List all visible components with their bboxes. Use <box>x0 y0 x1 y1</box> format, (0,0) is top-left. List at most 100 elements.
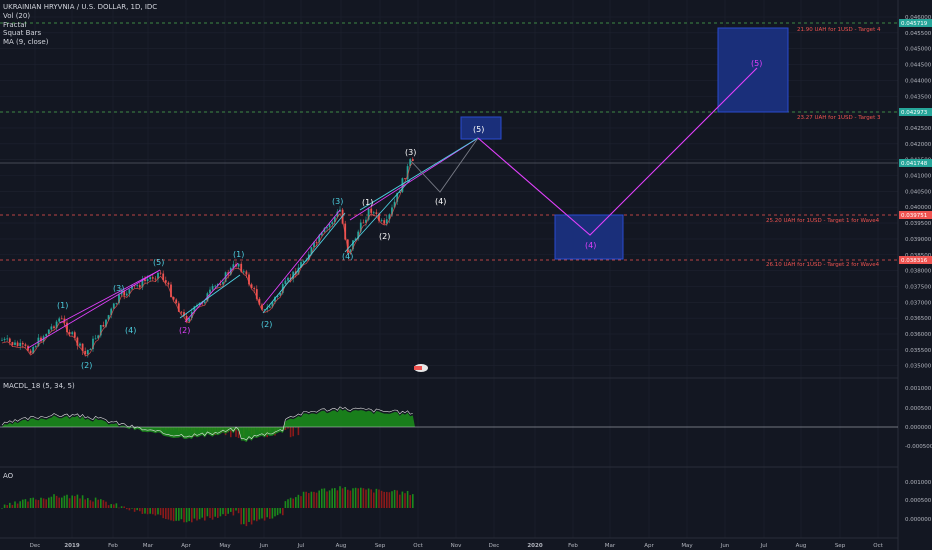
ao-bar <box>105 501 107 508</box>
candle-body <box>185 315 188 322</box>
candle-body <box>8 338 11 343</box>
target-box-wave5[interactable] <box>717 27 789 113</box>
ao-bar <box>276 508 279 516</box>
wave-channel[interactable] <box>27 67 758 349</box>
candle-body <box>170 284 172 298</box>
macd-bar <box>230 427 232 438</box>
ao-bar <box>110 504 112 508</box>
macd-axis[interactable]: 0.001000 0.000500 0.000000 -0.000500 0.00100… <box>905 386 932 523</box>
ao-bar <box>409 495 411 508</box>
ao-title[interactable]: AO <box>3 472 14 480</box>
time-tick-label: Mar <box>143 543 154 549</box>
ao-bar <box>175 508 177 521</box>
ao-bar <box>334 488 336 508</box>
ao-bar <box>16 503 19 508</box>
ao-bar <box>120 506 123 508</box>
candle-body <box>289 277 292 279</box>
ao-bar <box>37 500 40 508</box>
ao-bar <box>388 492 391 508</box>
candle-body <box>40 337 42 342</box>
price-tick-label: 0.040500 <box>905 189 932 195</box>
price-tick-label: 0.046000 <box>905 15 932 21</box>
candle-body <box>14 342 16 345</box>
ao-bar <box>55 495 58 508</box>
time-tick-label: Oct <box>873 543 883 549</box>
candle-body <box>89 349 92 351</box>
ao-bar <box>406 490 409 508</box>
price-tick-label: 0.039000 <box>905 237 932 243</box>
ao-bar <box>360 487 362 508</box>
macd-tick-label: 0.000000 <box>905 425 932 431</box>
ao-bar <box>321 488 323 508</box>
ao-bar <box>144 508 146 514</box>
candle-body <box>292 271 295 279</box>
price-tick-label: 0.038000 <box>905 269 932 275</box>
ao-bar <box>115 503 118 508</box>
macd-bar <box>289 427 292 438</box>
ao-bar <box>133 508 136 512</box>
price-badges: 0.045719 0.042973 0.041748 0.039751 0.038316 <box>899 19 932 264</box>
time-tick-label: Dec <box>30 543 41 549</box>
ao-bar <box>68 498 71 508</box>
candle-body <box>183 312 185 316</box>
candle-body <box>237 263 240 267</box>
ao-bar <box>100 499 102 508</box>
ao-bar <box>248 508 250 522</box>
candle-body <box>274 297 276 302</box>
ao-bar <box>399 494 401 508</box>
candle-body <box>209 289 211 294</box>
price-badge-label: 0.038316 <box>901 258 928 264</box>
ao-bar <box>271 508 274 519</box>
ao-bar <box>240 508 242 525</box>
candle-body <box>193 306 196 312</box>
ao-bar <box>256 508 258 522</box>
candle-body <box>297 267 300 275</box>
candle-body <box>279 292 282 296</box>
candle-body <box>352 240 354 250</box>
time-axis[interactable]: Dec 2019 Feb Mar Apr May Jun Jul Aug Sep Oct Nov Dec… <box>30 543 884 549</box>
ao-bar <box>152 508 154 515</box>
candle-body <box>271 301 274 307</box>
gridlines <box>0 0 898 538</box>
ao-bar <box>279 508 281 514</box>
ao-bar <box>84 499 86 508</box>
time-tick-label: May <box>681 543 693 549</box>
candle-body <box>32 346 35 354</box>
candle-body <box>105 319 107 327</box>
ao-bar <box>14 501 16 508</box>
wave-label: (5) <box>473 125 484 134</box>
ao-bar <box>326 491 328 508</box>
candle-body <box>219 284 222 285</box>
price-badge <box>899 211 932 219</box>
candle-body <box>6 338 9 340</box>
candle-body <box>409 159 412 167</box>
candle-body <box>149 277 152 280</box>
ao-bar <box>45 499 47 508</box>
price-tick-label: 0.044000 <box>905 78 932 84</box>
target-box-wave4[interactable] <box>554 214 624 260</box>
macd-title[interactable]: MACDL_18 (5, 34, 5) <box>3 382 75 390</box>
ao-bar <box>219 508 222 517</box>
ao-bar <box>235 508 237 511</box>
candle-body <box>406 166 409 180</box>
candle-body <box>396 192 399 202</box>
ao-bar <box>375 488 378 508</box>
ao-bar <box>79 498 81 508</box>
time-tick-label: Jun <box>259 543 269 549</box>
candle-body <box>128 289 131 294</box>
ao-bar <box>87 498 89 508</box>
time-tick-label: Sep <box>375 543 386 549</box>
price-axis[interactable]: 0.046000 0.045500 0.045000 0.044500 0.044000… <box>905 15 932 370</box>
candle-body <box>232 264 235 269</box>
box-wave5-small[interactable] <box>460 116 502 140</box>
chart-legend[interactable]: UKRAINIAN HRYVNIA / U.S. DOLLAR, 1D, IDC… <box>3 3 157 46</box>
time-tick-label: Nov <box>451 543 462 549</box>
ao-bar <box>183 508 185 523</box>
candle-body <box>73 332 76 338</box>
ao-bar <box>40 497 42 508</box>
ao-bar <box>300 496 302 508</box>
candle-body <box>214 285 217 287</box>
flag-icon[interactable] <box>414 364 428 372</box>
ao-bar <box>162 508 164 519</box>
